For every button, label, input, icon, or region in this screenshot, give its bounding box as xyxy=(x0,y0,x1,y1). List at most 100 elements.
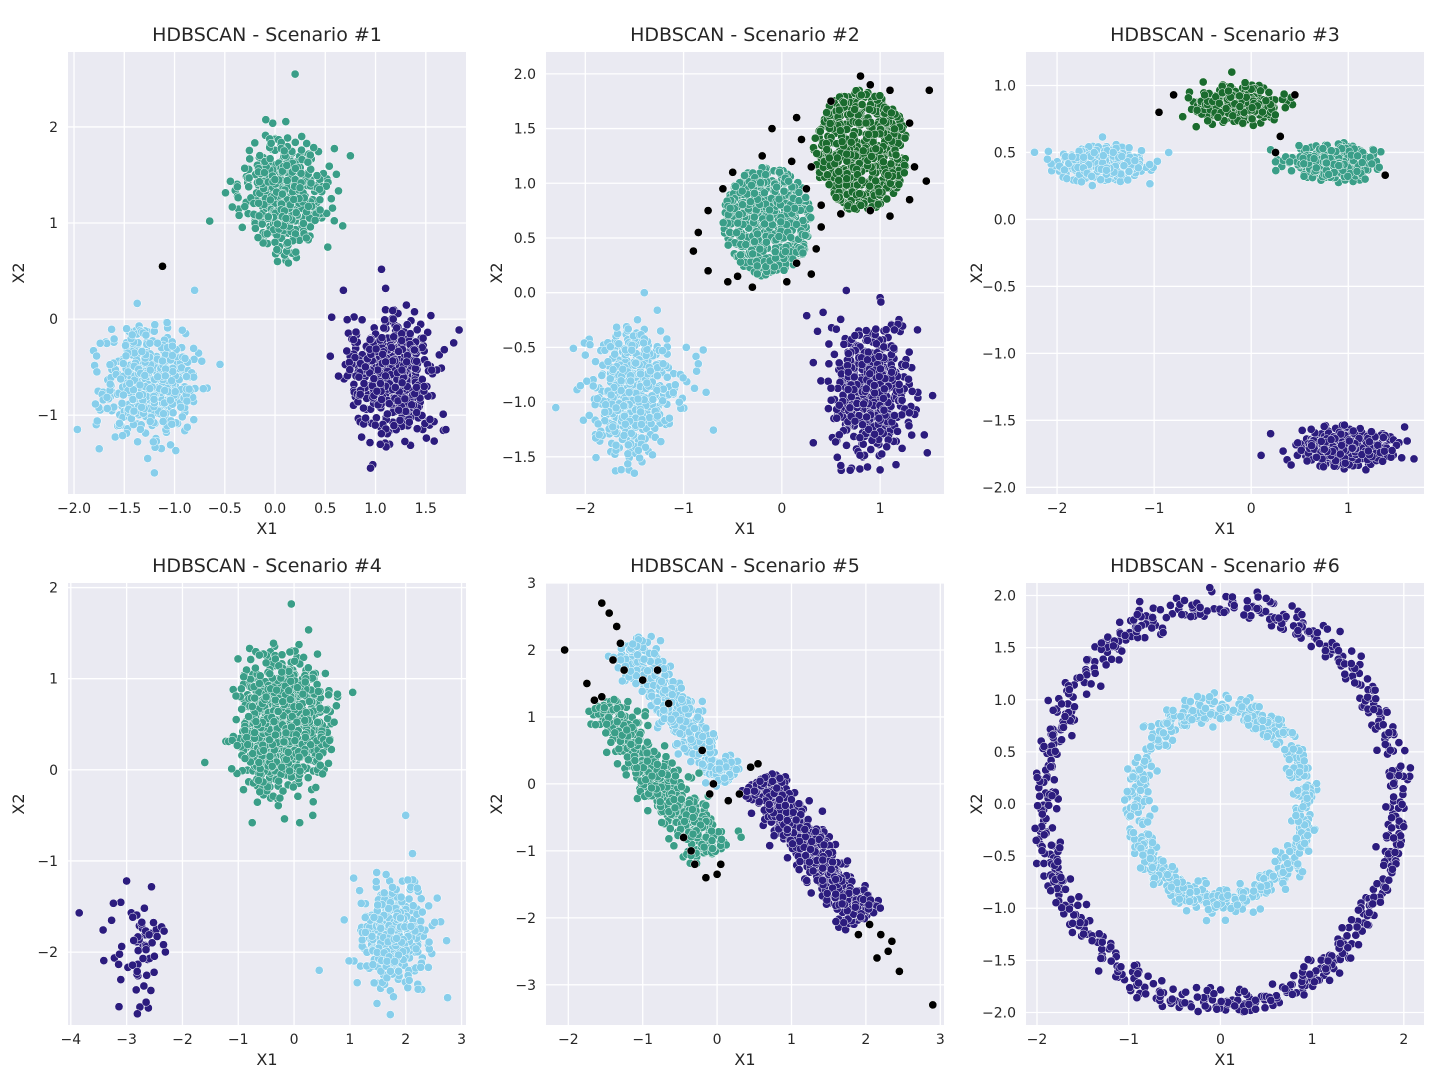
cluster-point-teal xyxy=(257,219,267,229)
cluster-point-indigo xyxy=(334,371,343,381)
cluster-point-indigo xyxy=(377,395,386,404)
cluster-point-light_blue xyxy=(579,415,588,425)
cluster-point-light_blue xyxy=(608,365,618,374)
noise-point xyxy=(792,258,801,268)
cluster-point-indigo xyxy=(429,436,439,446)
cluster-point-teal xyxy=(290,138,300,147)
cluster-point-indigo xyxy=(397,378,407,388)
cluster-point-light_blue xyxy=(652,385,662,395)
cluster-point-indigo xyxy=(422,433,431,443)
noise-point xyxy=(703,266,713,276)
cluster-point-dark_green xyxy=(1247,114,1257,124)
cluster-point-indigo xyxy=(344,358,354,367)
cluster-point-teal xyxy=(291,247,301,257)
cluster-point-teal xyxy=(282,161,292,170)
cluster-point-indigo xyxy=(893,427,902,436)
cluster-point-teal xyxy=(770,262,779,272)
cluster-point-teal xyxy=(227,202,237,212)
cluster-point-dark_green xyxy=(1191,122,1201,132)
cluster-point-indigo xyxy=(397,365,407,375)
cluster-point-indigo xyxy=(905,408,914,418)
cluster-point-light_blue xyxy=(190,285,199,295)
cluster-point-teal xyxy=(779,265,789,275)
cluster-point-light_blue xyxy=(1130,156,1140,166)
noise-point xyxy=(816,200,826,210)
cluster-point-teal xyxy=(1287,166,1296,176)
cluster-point-indigo xyxy=(419,382,429,391)
cluster-point-teal xyxy=(315,205,325,215)
cluster-point-light_blue xyxy=(94,444,104,454)
cluster-point-indigo xyxy=(855,450,865,460)
cluster-point-light_blue xyxy=(701,387,711,397)
cluster-point-dark_green xyxy=(834,167,844,176)
cluster-point-light_blue xyxy=(1067,152,1077,162)
cluster-point-dark_green xyxy=(857,100,867,109)
noise-point xyxy=(836,209,846,219)
cluster-point-indigo xyxy=(381,357,390,367)
cluster-point-dark_green xyxy=(854,118,864,128)
cluster-point-teal xyxy=(245,154,255,164)
cluster-point-indigo xyxy=(365,335,375,345)
cluster-point-indigo xyxy=(871,339,881,349)
cluster-point-teal xyxy=(790,203,800,213)
cluster-point-teal xyxy=(265,195,275,205)
cluster-point-light_blue xyxy=(623,459,633,469)
noise-point xyxy=(718,184,728,194)
cluster-point-light_blue xyxy=(177,325,187,335)
cluster-point-light_blue xyxy=(681,343,691,352)
cluster-point-indigo xyxy=(831,324,841,334)
noise-point xyxy=(885,85,895,95)
cluster-point-dark_green xyxy=(823,170,832,180)
cluster-point-teal xyxy=(282,176,292,185)
cluster-point-indigo xyxy=(404,417,414,427)
cluster-point-light_blue xyxy=(109,334,119,344)
cluster-point-dark_green xyxy=(1256,86,1265,96)
cluster-point-light_blue xyxy=(91,399,100,409)
cluster-point-indigo xyxy=(907,430,917,440)
cluster-point-indigo xyxy=(405,329,415,339)
cluster-point-dark_green xyxy=(900,160,909,170)
cluster-point-light_blue xyxy=(92,351,101,361)
cluster-point-teal xyxy=(781,247,790,256)
cluster-point-light_blue xyxy=(665,413,674,423)
cluster-point-teal xyxy=(263,212,273,222)
cluster-point-indigo xyxy=(400,437,410,446)
cluster-point-light_blue xyxy=(1044,147,1053,156)
cluster-point-light_blue xyxy=(1124,167,1134,176)
cluster-point-teal xyxy=(733,218,743,228)
cluster-point-teal xyxy=(251,224,260,233)
cluster-point-teal xyxy=(330,144,339,153)
cluster-point-light_blue xyxy=(102,404,112,413)
x-tick-label: −1 xyxy=(673,501,694,517)
cluster-point-indigo xyxy=(375,439,385,449)
cluster-point-light_blue xyxy=(619,401,629,411)
cluster-point-indigo xyxy=(372,386,382,396)
noise-point xyxy=(826,96,836,106)
cluster-point-light_blue xyxy=(1030,147,1039,157)
cluster-point-indigo xyxy=(882,442,892,452)
cluster-point-indigo xyxy=(826,383,836,393)
y-tick-label: 1.0 xyxy=(514,176,536,192)
cluster-point-indigo xyxy=(850,331,860,340)
cluster-point-light_blue xyxy=(670,380,680,390)
cluster-point-indigo xyxy=(875,465,885,475)
cluster-point-indigo xyxy=(874,352,884,361)
cluster-point-teal xyxy=(770,247,780,257)
cluster-point-light_blue xyxy=(180,354,190,363)
cluster-point-teal xyxy=(297,145,306,155)
cluster-point-indigo xyxy=(836,461,846,470)
cluster-point-dark_green xyxy=(824,153,834,163)
cluster-point-light_blue xyxy=(1077,177,1086,187)
cluster-point-indigo xyxy=(377,333,387,343)
cluster-point-dark_green xyxy=(822,108,831,117)
cluster-point-light_blue xyxy=(148,437,158,447)
x-tick-label: −0.5 xyxy=(208,501,242,517)
cluster-point-light_blue xyxy=(624,387,634,397)
cluster-point-light_blue xyxy=(656,437,666,446)
cluster-point-indigo xyxy=(904,374,913,384)
cluster-point-indigo xyxy=(862,412,871,422)
cluster-point-light_blue xyxy=(597,371,607,380)
cluster-point-indigo xyxy=(381,284,390,293)
x-tick-label: −1.0 xyxy=(158,501,192,517)
